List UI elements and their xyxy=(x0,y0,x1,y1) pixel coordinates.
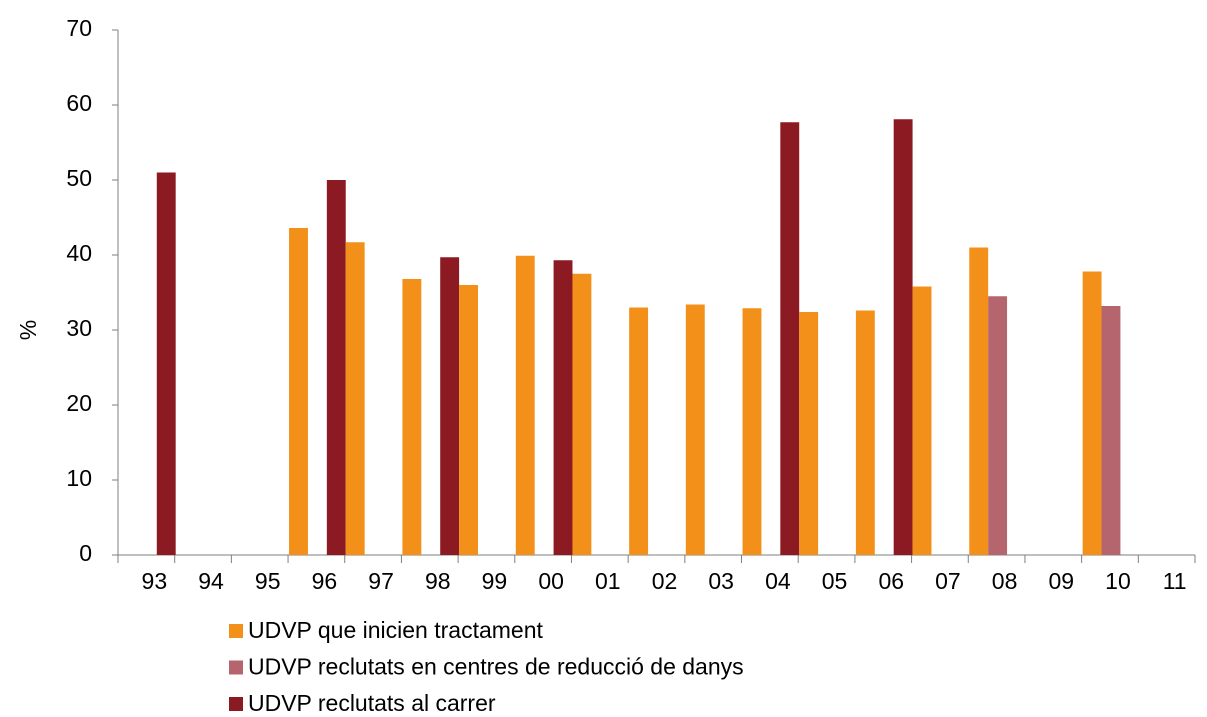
bar xyxy=(1082,271,1102,555)
bar xyxy=(629,307,649,555)
x-tick-label: 05 xyxy=(822,568,848,594)
bar xyxy=(459,285,478,555)
bar xyxy=(969,247,989,555)
bar xyxy=(742,308,762,555)
bar xyxy=(799,312,819,555)
x-tick-label: 04 xyxy=(765,568,791,594)
legend-swatch xyxy=(229,660,243,675)
bar xyxy=(912,286,932,555)
y-tick-label: 20 xyxy=(66,390,92,416)
y-tick-label: 60 xyxy=(66,90,92,116)
legend-label: UDVP que inicien tractament xyxy=(248,617,543,643)
bar xyxy=(289,228,308,555)
x-tick-label: 10 xyxy=(1105,568,1131,594)
bar xyxy=(156,172,176,555)
x-tick-label: 03 xyxy=(708,568,734,594)
legend-label: UDVP reclutats al carrer xyxy=(248,690,496,716)
y-tick-label: 50 xyxy=(66,165,92,191)
bar xyxy=(326,180,346,555)
bar xyxy=(402,279,422,555)
x-tick-label: 08 xyxy=(992,568,1018,594)
x-tick-label: 98 xyxy=(425,568,451,594)
x-tick-label: 93 xyxy=(142,568,168,594)
x-tick-label: 95 xyxy=(255,568,281,594)
x-tick-label: 00 xyxy=(538,568,564,594)
y-axis-label: % xyxy=(15,320,41,340)
bar xyxy=(1101,306,1121,555)
x-tick-label: 07 xyxy=(935,568,961,594)
y-tick-label: 30 xyxy=(66,315,92,341)
x-tick-label: 09 xyxy=(1048,568,1074,594)
y-tick-label: 10 xyxy=(66,465,92,491)
y-tick-label: 0 xyxy=(79,540,92,566)
bar xyxy=(345,242,365,555)
bar xyxy=(780,122,800,555)
x-tick-label: 06 xyxy=(878,568,904,594)
x-tick-label: 02 xyxy=(652,568,678,594)
x-tick-label: 11 xyxy=(1163,568,1187,594)
legend-swatch xyxy=(229,624,243,638)
x-tick-label: 94 xyxy=(198,568,224,594)
bar xyxy=(685,304,705,555)
bar xyxy=(572,273,592,555)
legend-label: UDVP reclutats en centres de reducció de… xyxy=(248,654,744,680)
bar xyxy=(515,255,535,555)
x-tick-label: 99 xyxy=(482,568,508,594)
x-tick-label: 01 xyxy=(595,568,621,594)
bar xyxy=(893,119,913,555)
x-tick-label: 97 xyxy=(368,568,394,594)
bar xyxy=(553,260,573,555)
bar xyxy=(988,296,1008,555)
y-tick-label: 70 xyxy=(66,15,92,41)
bar xyxy=(855,310,875,555)
y-tick-label: 40 xyxy=(66,240,92,266)
bar xyxy=(440,257,460,555)
legend-swatch xyxy=(229,697,243,711)
x-tick-label: 96 xyxy=(312,568,338,594)
